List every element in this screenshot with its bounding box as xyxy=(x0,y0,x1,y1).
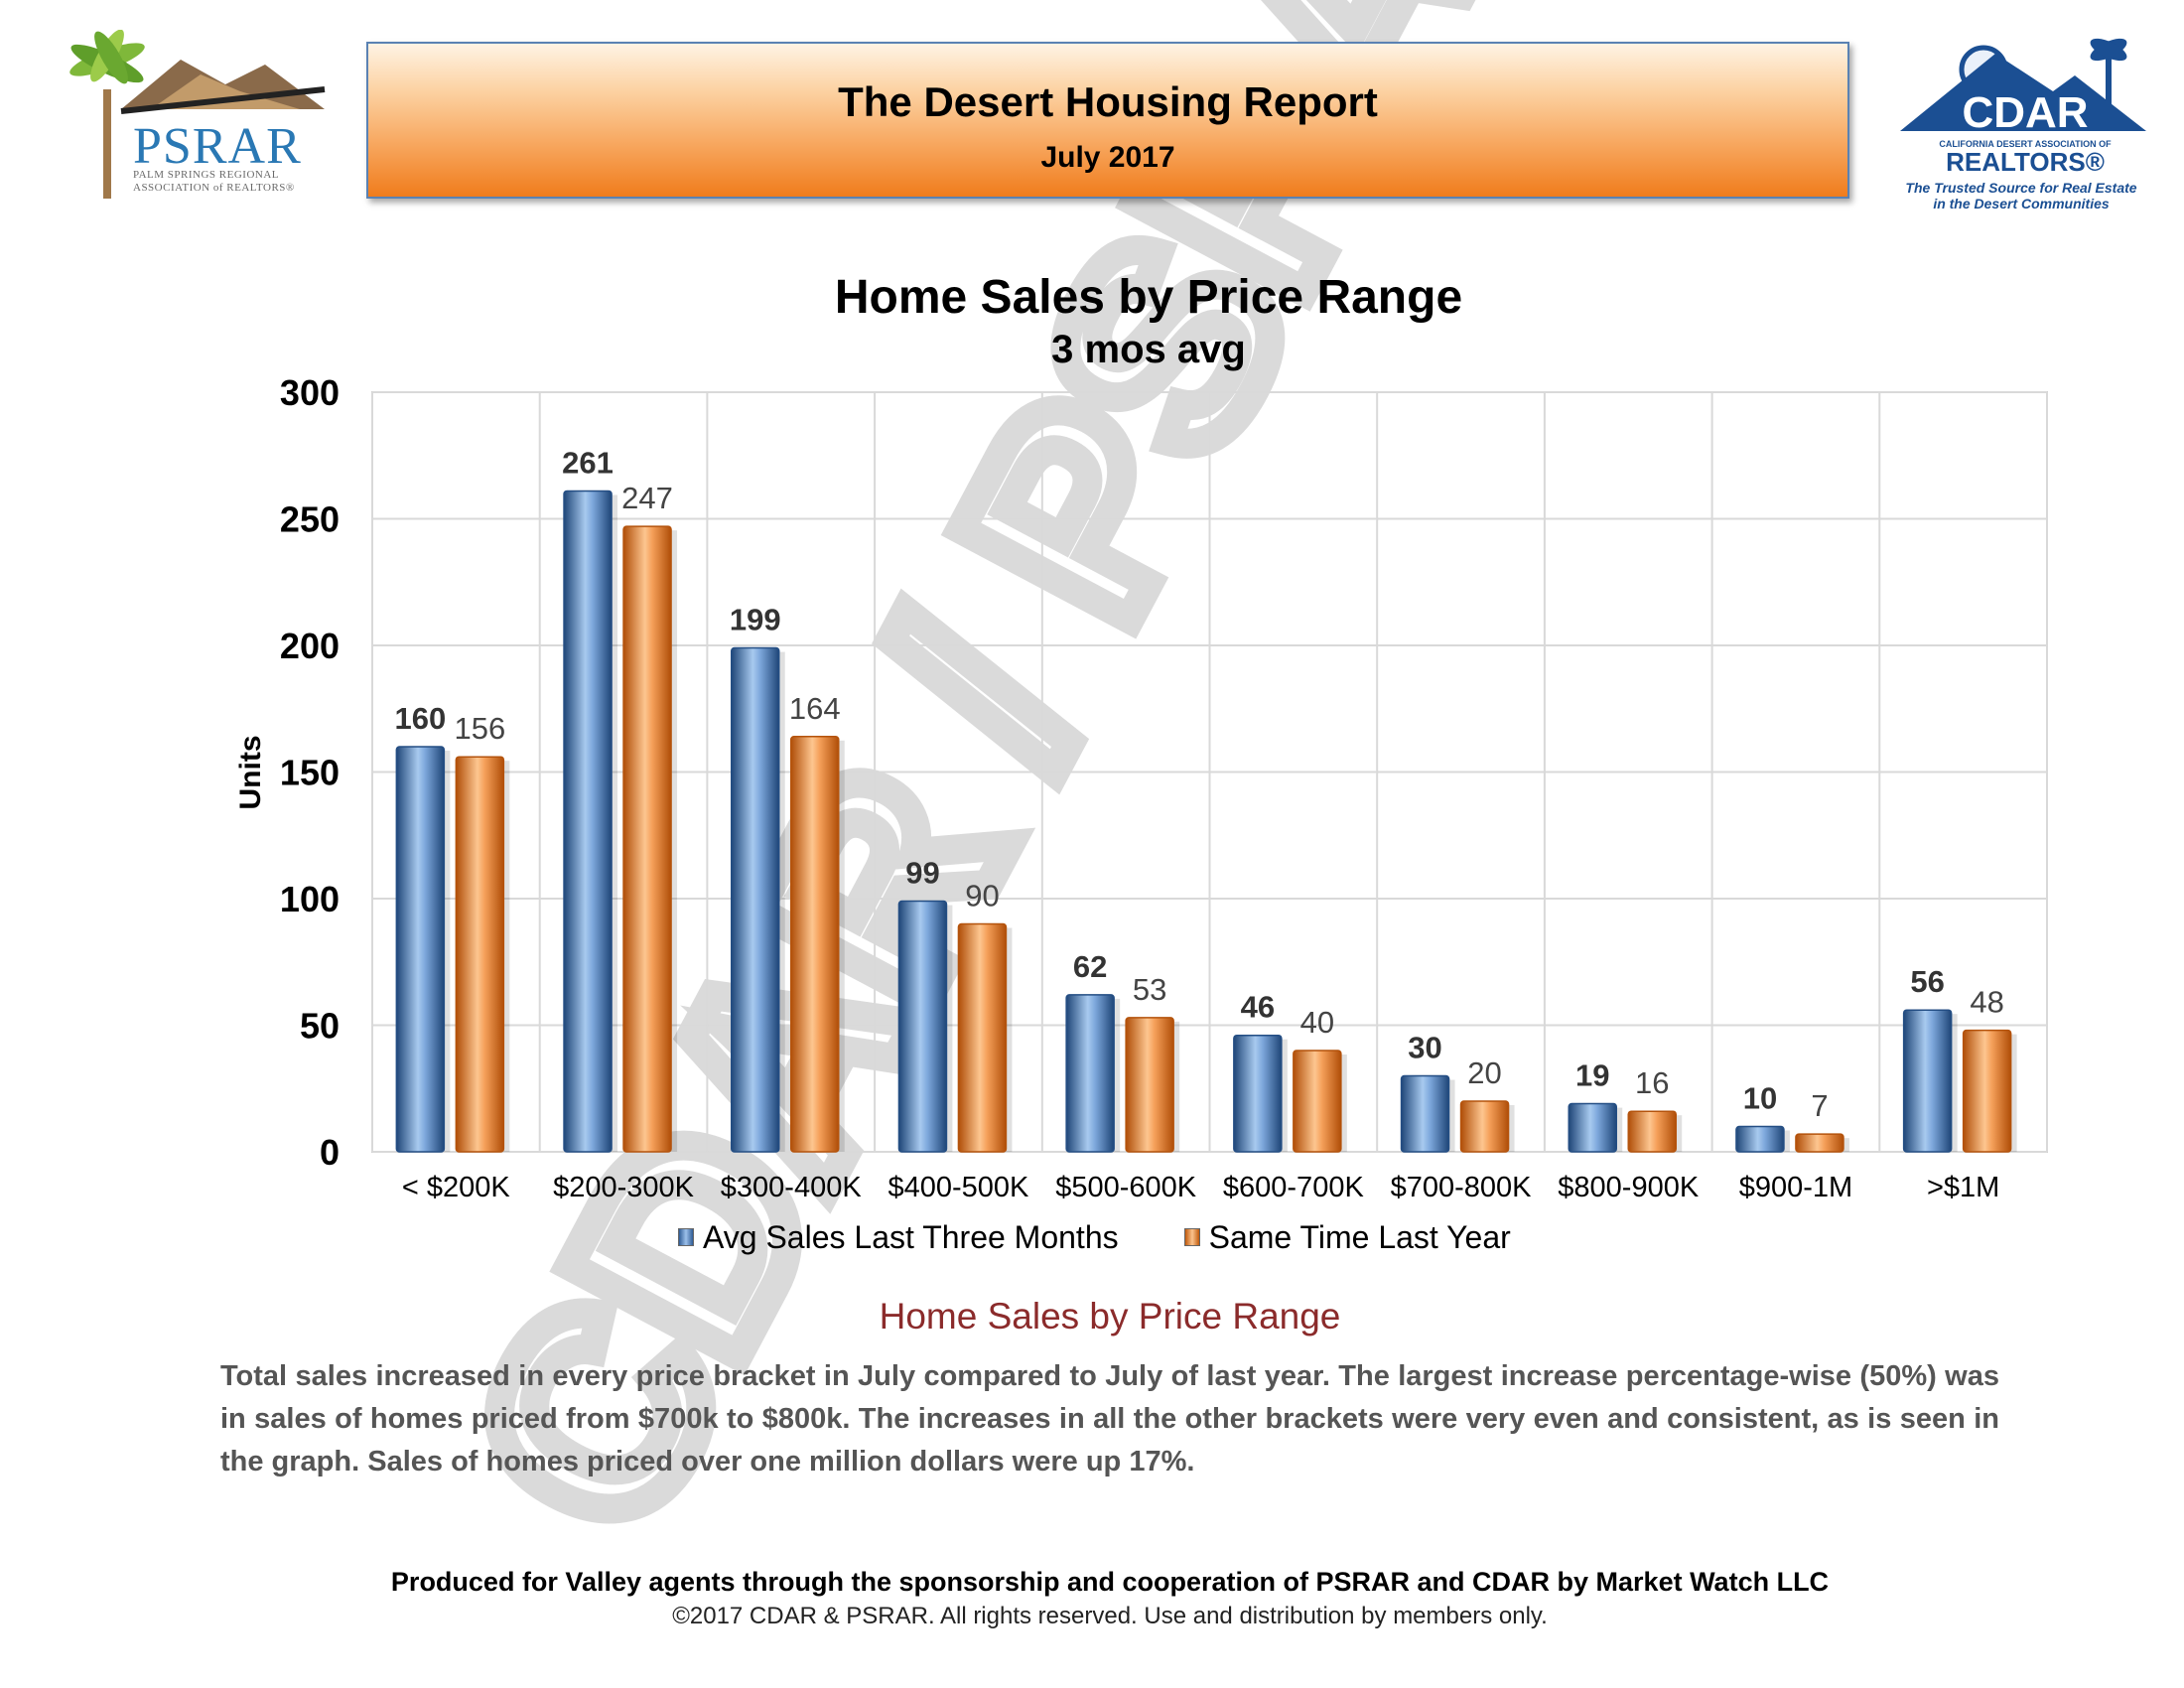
bar-last-year xyxy=(1125,1017,1174,1153)
x-tick-label: $200-300K xyxy=(553,1172,695,1203)
x-tick-label: $800-900K xyxy=(1558,1172,1700,1203)
psrar-logo-subtitle-2: ASSOCIATION of REALTORS® xyxy=(133,182,295,194)
bar-last-year xyxy=(1627,1110,1677,1153)
data-label-avg: 261 xyxy=(562,445,614,480)
data-label-avg: 19 xyxy=(1575,1058,1609,1093)
data-label-avg: 160 xyxy=(394,701,446,736)
bar-avg-sales xyxy=(563,490,613,1153)
x-tick-label: $400-500K xyxy=(887,1172,1029,1203)
data-label-avg: 46 xyxy=(1241,990,1275,1025)
cdar-logo-realtors: REALTORS® xyxy=(1946,147,2105,177)
chart-title: Home Sales by Price Range xyxy=(834,271,1463,324)
footer-credit: Produced for Valley agents through the s… xyxy=(390,1567,1830,1597)
chart-subtitle: 3 mos avg xyxy=(1051,328,1246,371)
data-label-avg: 30 xyxy=(1408,1031,1441,1065)
cdar-tagline-line-1: The Trusted Source for Real Estate xyxy=(1905,180,2137,196)
bar-avg-sales xyxy=(1065,994,1115,1153)
psrar-logo: PSRAR PALM SPRINGS REGIONAL ASSOCIATION … xyxy=(62,30,332,199)
x-tick-label: $900-1M xyxy=(1739,1172,1852,1203)
data-label-last-year: 90 xyxy=(965,879,999,914)
bars xyxy=(395,490,2017,1153)
data-label-last-year: 48 xyxy=(1970,985,2003,1020)
bar-last-year xyxy=(1795,1133,1844,1153)
header-banner: The Desert Housing Report July 2017 xyxy=(366,42,1849,199)
legend-label-avg: Avg Sales Last Three Months xyxy=(703,1218,1119,1255)
cdar-tagline: The Trusted Source for Real Estate in th… xyxy=(1886,180,2156,211)
bar-last-year xyxy=(790,736,840,1153)
data-label-last-year: 20 xyxy=(1467,1055,1501,1090)
data-label-last-year: 40 xyxy=(1300,1005,1334,1040)
bar-avg-sales xyxy=(897,900,948,1153)
data-label-avg: 199 xyxy=(730,603,781,637)
cdar-tagline-line-2: in the Desert Communities xyxy=(1933,196,2110,211)
x-tick-label: < $200K xyxy=(402,1172,511,1203)
psrar-logo-subtitle: PALM SPRINGS REGIONAL xyxy=(133,169,280,181)
data-label-last-year: 7 xyxy=(1811,1088,1828,1123)
legend-swatch-avg xyxy=(678,1228,694,1246)
y-tick-label: 50 xyxy=(300,1006,340,1047)
bar-avg-sales xyxy=(1233,1034,1283,1153)
y-axis-label: Units xyxy=(234,736,267,810)
legend-item-avg: Avg Sales Last Three Months xyxy=(678,1219,1119,1256)
bar-last-year xyxy=(1293,1050,1342,1153)
data-label-last-year: 247 xyxy=(621,481,673,515)
bar-last-year xyxy=(455,756,505,1153)
cdar-mountain-icon: CDAR xyxy=(1900,38,2146,137)
y-tick-label: 250 xyxy=(280,499,340,540)
bar-avg-sales xyxy=(731,646,780,1153)
footer-copyright: ©2017 CDAR & PSRAR. All rights reserved.… xyxy=(672,1603,1548,1629)
psrar-logo-text: PSRAR xyxy=(133,118,302,175)
cdar-logo: CDAR CALIFORNIA DESERT ASSOCIATION OF RE… xyxy=(1886,28,2156,216)
y-tick-label: 100 xyxy=(280,879,340,919)
legend-label-last-year: Same Time Last Year xyxy=(1208,1218,1511,1255)
cdar-logo-association: CALIFORNIA DESERT ASSOCIATION OF xyxy=(1939,139,2112,149)
data-label-avg: 56 xyxy=(1910,964,1944,999)
bar-avg-sales xyxy=(1735,1125,1785,1153)
bar-last-year xyxy=(622,525,672,1153)
cdar-logo-text: CDAR xyxy=(1962,88,2088,137)
report-title: The Desert Housing Report xyxy=(838,78,1378,125)
chart-legend: Avg Sales Last Three Months Same Time La… xyxy=(678,1217,1576,1257)
x-tick-label: $500-600K xyxy=(1055,1172,1197,1203)
data-label-avg: 62 xyxy=(1073,949,1107,984)
legend-item-last-year: Same Time Last Year xyxy=(1183,1218,1511,1256)
analysis-title: Home Sales by Price Range xyxy=(879,1296,1341,1336)
y-tick-label: 300 xyxy=(280,372,340,413)
x-tick-label: $700-800K xyxy=(1391,1172,1533,1203)
y-tick-label: 200 xyxy=(280,626,340,666)
data-label-last-year: 16 xyxy=(1635,1065,1669,1100)
bar-last-year xyxy=(1459,1100,1510,1153)
bar-last-year xyxy=(1962,1029,2012,1153)
data-label-avg: 10 xyxy=(1743,1081,1777,1116)
y-tick-label: 0 xyxy=(320,1132,340,1173)
report-date: July 2017 xyxy=(1040,141,1175,174)
data-label-last-year: 164 xyxy=(789,691,841,726)
x-tick-label: >$1M xyxy=(1927,1172,1999,1203)
bar-avg-sales xyxy=(1400,1074,1450,1153)
palm-tree-icon xyxy=(69,30,326,199)
legend-swatch-last-year xyxy=(1183,1228,1200,1246)
bar-avg-sales xyxy=(1568,1102,1617,1153)
y-tick-label: 150 xyxy=(280,753,340,793)
analysis-paragraph: Total sales increased in every price bra… xyxy=(220,1360,1999,1477)
data-label-last-year: 156 xyxy=(454,711,505,746)
bar-avg-sales xyxy=(1902,1009,1953,1153)
data-label-avg: 99 xyxy=(905,856,939,891)
x-tick-label: $600-700K xyxy=(1223,1172,1365,1203)
data-label-last-year: 53 xyxy=(1133,972,1166,1007)
x-tick-label: $300-400K xyxy=(721,1172,863,1203)
bar-avg-sales xyxy=(395,746,446,1153)
bar-last-year xyxy=(957,922,1008,1153)
